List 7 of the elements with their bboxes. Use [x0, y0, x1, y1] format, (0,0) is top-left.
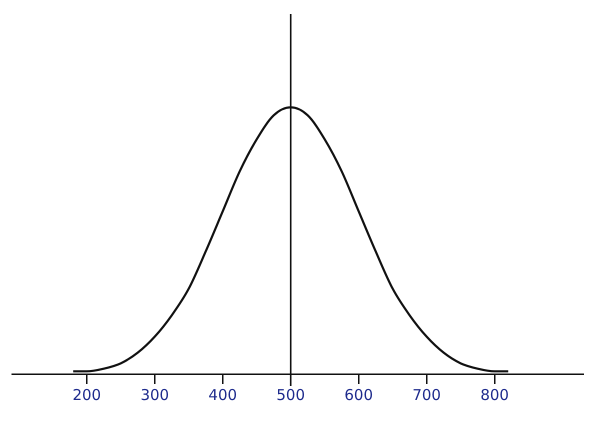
x-tick-label: 400 — [208, 386, 238, 404]
x-tick-label: 700 — [412, 386, 441, 404]
x-tick-label: 200 — [72, 386, 102, 404]
x-tick-label: 300 — [140, 386, 170, 404]
x-tick-label: 600 — [344, 386, 373, 404]
x-tick-label: 500 — [276, 386, 306, 404]
x-tick-label: 800 — [480, 386, 509, 404]
